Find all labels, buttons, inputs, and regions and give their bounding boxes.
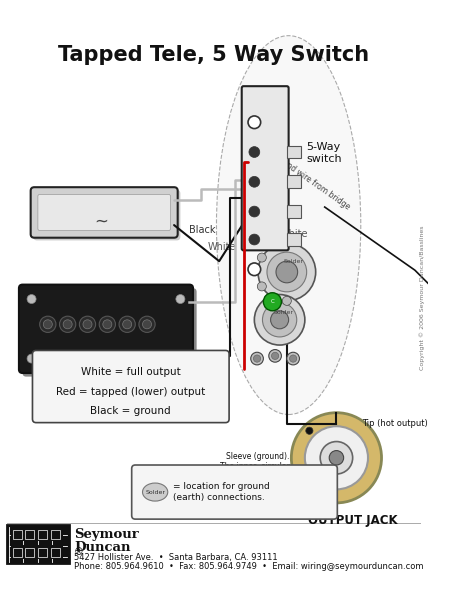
Circle shape (103, 320, 112, 329)
Circle shape (290, 355, 297, 362)
Text: ®: ® (74, 547, 84, 558)
Bar (51, 530, 60, 539)
Circle shape (263, 302, 297, 337)
Bar (13, 548, 22, 557)
Bar (38, 530, 47, 539)
Circle shape (305, 426, 368, 489)
Circle shape (272, 352, 279, 359)
Bar (38, 548, 47, 557)
Circle shape (249, 147, 260, 158)
Circle shape (283, 297, 292, 305)
Text: Tip (hot output): Tip (hot output) (362, 419, 428, 428)
Circle shape (99, 316, 116, 332)
Text: ~: ~ (95, 346, 106, 360)
Text: ground wire from bridge: ground wire from bridge (270, 151, 352, 211)
Circle shape (249, 176, 260, 187)
Bar (11, 527, 63, 541)
Text: ~: ~ (95, 213, 109, 231)
Circle shape (119, 316, 135, 332)
Text: White: White (280, 229, 308, 239)
Bar (287, 146, 301, 158)
Circle shape (258, 243, 316, 301)
Text: White: White (208, 242, 236, 252)
Bar (11, 545, 63, 559)
Bar (7, 525, 69, 563)
Text: Tapped Tele, 5 Way Switch: Tapped Tele, 5 Way Switch (58, 45, 369, 65)
Circle shape (249, 206, 260, 217)
Circle shape (269, 350, 282, 362)
Circle shape (176, 354, 185, 363)
Circle shape (176, 295, 185, 304)
FancyBboxPatch shape (38, 195, 171, 231)
Bar (51, 548, 60, 557)
Circle shape (287, 352, 300, 365)
Circle shape (27, 354, 36, 363)
FancyBboxPatch shape (31, 187, 178, 238)
Text: 5427 Hollister Ave.  •  Santa Barbara, CA. 93111: 5427 Hollister Ave. • Santa Barbara, CA.… (74, 553, 278, 562)
Bar (25, 530, 34, 539)
Circle shape (40, 316, 56, 332)
Circle shape (276, 261, 298, 283)
Circle shape (257, 253, 266, 262)
Text: Solder: Solder (145, 489, 165, 495)
Text: Red: Red (280, 243, 298, 253)
Text: Seymour: Seymour (74, 528, 139, 541)
Circle shape (248, 116, 261, 129)
FancyBboxPatch shape (33, 350, 229, 423)
Circle shape (43, 320, 52, 329)
Text: 5-Way
switch: 5-Way switch (307, 142, 342, 164)
Text: Black: Black (190, 225, 216, 235)
Bar (13, 530, 22, 539)
Ellipse shape (143, 483, 168, 501)
Circle shape (320, 441, 353, 474)
Circle shape (254, 355, 261, 362)
Circle shape (79, 316, 96, 332)
Text: Duncan: Duncan (74, 541, 130, 553)
Circle shape (143, 320, 152, 329)
Circle shape (123, 320, 132, 329)
Circle shape (329, 450, 344, 465)
FancyBboxPatch shape (132, 465, 337, 519)
Bar (287, 233, 301, 246)
Text: Sleeve (ground).
The inner, circular
portion of the jack: Sleeve (ground). The inner, circular por… (219, 452, 290, 482)
Text: Copyright © 2006 Seymour Duncan/Basslines: Copyright © 2006 Seymour Duncan/Bassline… (419, 226, 425, 370)
Circle shape (249, 234, 260, 245)
Bar (287, 176, 301, 188)
Ellipse shape (217, 36, 361, 415)
FancyBboxPatch shape (33, 190, 181, 240)
Text: C: C (271, 300, 274, 304)
Bar (25, 548, 34, 557)
Text: = location for ground
(earth) connections.: = location for ground (earth) connection… (173, 482, 270, 502)
Circle shape (27, 295, 36, 304)
Circle shape (257, 282, 266, 291)
Circle shape (60, 316, 76, 332)
Text: Solder: Solder (284, 259, 304, 264)
Circle shape (267, 252, 307, 292)
Text: Black: Black (280, 256, 306, 266)
Circle shape (251, 352, 264, 365)
Circle shape (248, 263, 261, 276)
FancyBboxPatch shape (242, 86, 289, 250)
FancyBboxPatch shape (23, 288, 197, 377)
Text: Red = tapped (lower) output: Red = tapped (lower) output (56, 386, 205, 397)
Bar (287, 205, 301, 218)
Text: Black = ground: Black = ground (91, 406, 171, 416)
Circle shape (255, 295, 305, 345)
Text: OUTPUT JACK: OUTPUT JACK (308, 514, 398, 527)
Circle shape (292, 413, 382, 503)
Text: White = full output: White = full output (81, 367, 181, 377)
Circle shape (139, 316, 155, 332)
Circle shape (264, 293, 282, 311)
Text: Phone: 805.964.9610  •  Fax: 805.964.9749  •  Email: wiring@seymourduncan.com: Phone: 805.964.9610 • Fax: 805.964.9749 … (74, 561, 423, 570)
Circle shape (63, 320, 72, 329)
Circle shape (271, 311, 289, 329)
Text: Solder: Solder (274, 310, 294, 315)
FancyBboxPatch shape (19, 285, 193, 373)
Circle shape (83, 320, 92, 329)
Circle shape (306, 427, 313, 434)
